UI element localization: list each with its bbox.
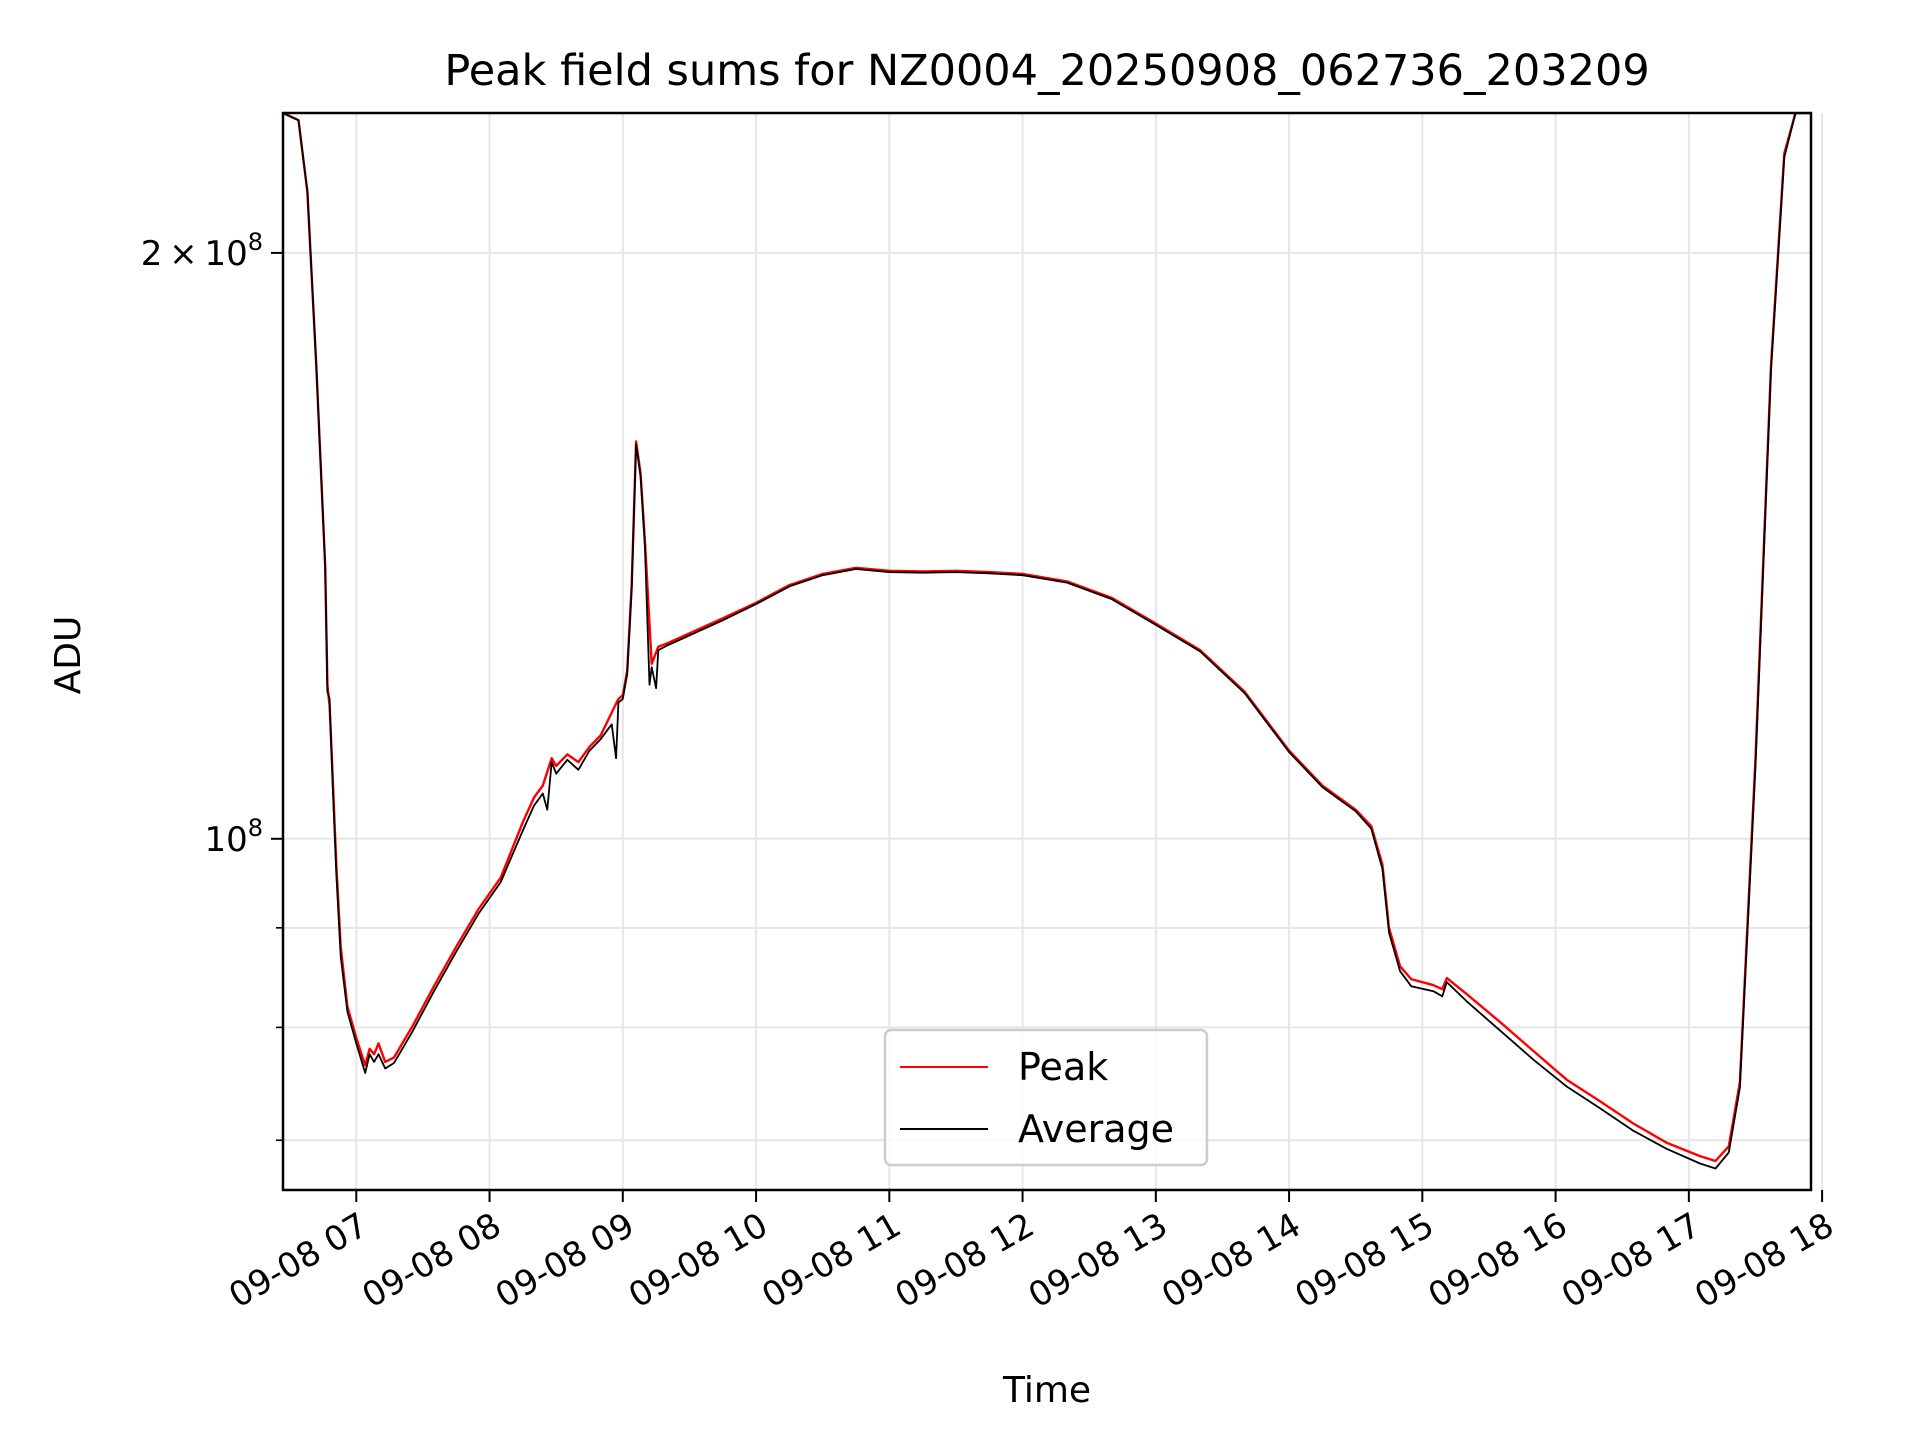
legend-peak-label: Peak <box>1018 1045 1108 1089</box>
plot-series <box>283 113 1811 1170</box>
y-tick-label: 108 <box>204 814 263 860</box>
y-tick-mantissa: 2 <box>141 234 163 274</box>
x-tick-label: 09-08 08 <box>356 1205 508 1316</box>
x-tick-label: 09-08 09 <box>489 1205 641 1316</box>
y-tick-label: 2 × 108 <box>141 228 263 274</box>
x-tick-label: 09-08 10 <box>622 1205 774 1316</box>
series-line-average <box>283 113 1811 1170</box>
legend-average-label: Average <box>1018 1107 1174 1151</box>
grid-lines <box>283 113 1824 1190</box>
legend: Peak Average <box>883 1028 1209 1167</box>
x-tick-label: 09-08 18 <box>1688 1205 1840 1316</box>
x-tick-label: 09-08 14 <box>1155 1205 1307 1316</box>
x-tick-label: 09-08 12 <box>889 1205 1041 1316</box>
x-tick-label: 09-08 16 <box>1422 1205 1574 1316</box>
y-tick-base: 10 <box>204 234 247 274</box>
y-tick-exponent: 8 <box>248 814 263 842</box>
legend-box <box>883 1028 1209 1167</box>
plot-frame <box>281 111 1813 1192</box>
x-tick-label: 09-08 17 <box>1555 1205 1707 1316</box>
y-tick-exponent: 8 <box>248 228 263 256</box>
chart-title: Peak field sums for NZ0004_20250908_0627… <box>444 46 1649 96</box>
y-tick-base: 10 <box>204 820 247 860</box>
x-tick-label: 09-08 13 <box>1022 1205 1174 1316</box>
y-tick-times-sign: × <box>162 234 204 274</box>
x-tick-label: 09-08 15 <box>1288 1205 1440 1316</box>
series-line-peak <box>283 113 1811 1163</box>
x-tick-label: 09-08 07 <box>222 1205 374 1316</box>
x-tick-label: 09-08 11 <box>755 1205 907 1316</box>
x-axis-label: Time <box>1002 1370 1091 1411</box>
y-axis-label: ADU <box>48 616 89 695</box>
